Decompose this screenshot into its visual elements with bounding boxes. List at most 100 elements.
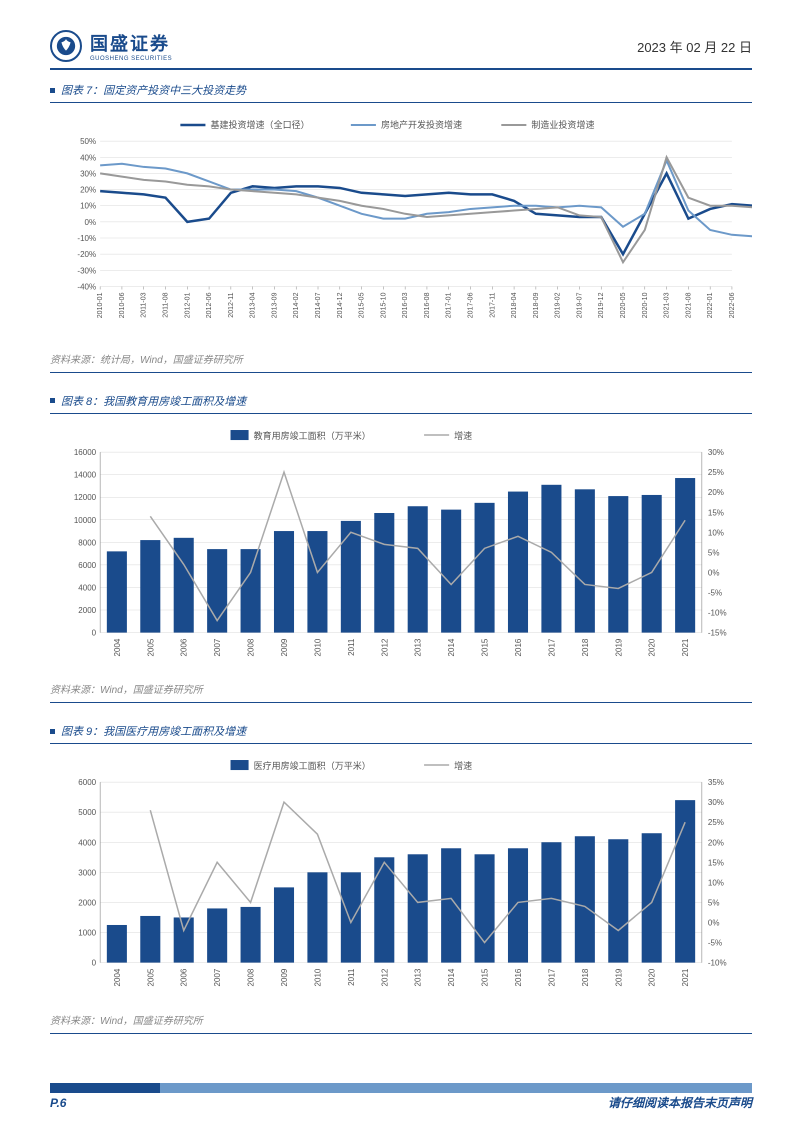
svg-text:-30%: -30% <box>77 266 96 275</box>
svg-text:2011: 2011 <box>347 638 356 656</box>
svg-text:2012-01: 2012-01 <box>184 292 191 318</box>
svg-text:2012-11: 2012-11 <box>228 292 235 317</box>
svg-text:5%: 5% <box>708 899 720 908</box>
svg-text:20%: 20% <box>708 488 724 497</box>
svg-text:2020: 2020 <box>648 968 657 986</box>
brand-logo: 国盛证券 GUOSHENG SECURITIES <box>50 30 172 62</box>
svg-text:2007: 2007 <box>213 638 222 656</box>
svg-text:50%: 50% <box>80 137 96 146</box>
svg-text:-10%: -10% <box>77 234 96 243</box>
svg-text:2009: 2009 <box>280 638 289 656</box>
svg-text:30%: 30% <box>708 799 724 808</box>
svg-text:2021-08: 2021-08 <box>685 292 692 318</box>
svg-text:2020: 2020 <box>648 638 657 656</box>
svg-text:2012: 2012 <box>380 638 389 656</box>
svg-text:20%: 20% <box>708 839 724 848</box>
svg-text:2022-01: 2022-01 <box>707 292 714 318</box>
chart-9-canvas: 0100020003000400050006000-10%-5%0%5%10%1… <box>50 752 752 1003</box>
svg-text:2021-03: 2021-03 <box>664 292 671 318</box>
svg-text:2009: 2009 <box>280 968 289 986</box>
svg-text:40%: 40% <box>80 153 96 162</box>
svg-text:2017: 2017 <box>547 968 556 986</box>
svg-text:2015: 2015 <box>481 638 490 656</box>
svg-text:10%: 10% <box>80 202 96 211</box>
svg-text:2016: 2016 <box>514 968 523 986</box>
svg-text:2005: 2005 <box>146 968 155 986</box>
svg-text:2017-11: 2017-11 <box>489 292 496 317</box>
svg-text:2010: 2010 <box>313 968 322 986</box>
footer-bar <box>50 1083 752 1093</box>
svg-text:2021: 2021 <box>681 638 690 656</box>
svg-text:2019: 2019 <box>614 638 623 656</box>
chart-8-source: 资料来源：Wind，国盛证券研究所 <box>50 681 752 696</box>
svg-text:2013-09: 2013-09 <box>271 292 278 318</box>
svg-text:2010-01: 2010-01 <box>97 292 104 318</box>
svg-text:5000: 5000 <box>78 809 96 818</box>
svg-text:10%: 10% <box>708 879 724 888</box>
svg-text:0: 0 <box>92 959 97 968</box>
svg-text:15%: 15% <box>708 508 724 517</box>
svg-text:2017-06: 2017-06 <box>468 292 475 318</box>
chart-8-block: 图表 8：我国教育用房竣工面积及增速 020004000600080001000… <box>50 393 752 704</box>
svg-text:0: 0 <box>92 628 97 637</box>
svg-text:2014-07: 2014-07 <box>315 292 322 318</box>
chart-7-title: 图表 7：固定资产投资中三大投资走势 <box>61 82 246 98</box>
svg-text:2010: 2010 <box>313 638 322 656</box>
svg-text:6000: 6000 <box>78 778 96 787</box>
svg-text:-5%: -5% <box>708 588 722 597</box>
svg-text:25%: 25% <box>708 468 724 477</box>
svg-text:3000: 3000 <box>78 869 96 878</box>
svg-text:0%: 0% <box>708 568 720 577</box>
svg-text:1000: 1000 <box>78 929 96 938</box>
svg-text:2004: 2004 <box>113 968 122 986</box>
svg-text:2008: 2008 <box>247 968 256 986</box>
svg-text:4000: 4000 <box>78 583 96 592</box>
svg-text:4000: 4000 <box>78 839 96 848</box>
svg-text:2019-07: 2019-07 <box>576 292 583 318</box>
svg-text:2004: 2004 <box>113 638 122 656</box>
svg-text:2018-04: 2018-04 <box>511 292 518 318</box>
chart-9-title: 图表 9：我国医疗用房竣工面积及增速 <box>61 723 246 739</box>
svg-text:8000: 8000 <box>78 538 96 547</box>
svg-text:2016: 2016 <box>514 638 523 656</box>
chart-7-block: 图表 7：固定资产投资中三大投资走势 -40%-30%-20%-10%0%10%… <box>50 82 752 373</box>
chart-9-source: 资料来源：Wind，国盛证券研究所 <box>50 1012 752 1027</box>
svg-text:12000: 12000 <box>74 493 97 502</box>
svg-text:2011-03: 2011-03 <box>141 292 148 317</box>
svg-text:2018: 2018 <box>581 968 590 986</box>
svg-text:30%: 30% <box>708 448 724 457</box>
svg-text:2014-02: 2014-02 <box>293 292 300 318</box>
svg-text:-40%: -40% <box>77 283 96 292</box>
page-header: 国盛证券 GUOSHENG SECURITIES 2023 年 02 月 22 … <box>50 30 752 70</box>
svg-text:增速: 增速 <box>454 430 472 441</box>
svg-text:2010-06: 2010-06 <box>119 292 126 318</box>
svg-text:2020-05: 2020-05 <box>620 292 627 318</box>
svg-text:2019: 2019 <box>614 968 623 986</box>
svg-text:2017-01: 2017-01 <box>446 292 453 318</box>
svg-text:2006: 2006 <box>180 638 189 656</box>
svg-text:2014: 2014 <box>447 638 456 656</box>
svg-text:2011-08: 2011-08 <box>163 292 170 317</box>
svg-text:教育用房竣工面积（万平米）: 教育用房竣工面积（万平米） <box>254 430 371 441</box>
svg-text:2012-06: 2012-06 <box>206 292 213 318</box>
svg-text:-15%: -15% <box>708 628 727 637</box>
svg-text:2022-06: 2022-06 <box>729 292 736 318</box>
svg-text:2007: 2007 <box>213 968 222 986</box>
svg-text:10000: 10000 <box>74 515 97 524</box>
svg-text:2014: 2014 <box>447 968 456 986</box>
svg-text:6000: 6000 <box>78 561 96 570</box>
svg-text:0%: 0% <box>85 218 97 227</box>
page-footer: P.6 请仔细阅读本报告末页声明 <box>0 1094 802 1111</box>
svg-text:房地产开发投资增速: 房地产开发投资增速 <box>381 119 462 130</box>
svg-text:2021: 2021 <box>681 968 690 986</box>
svg-text:制造业投资增速: 制造业投资增速 <box>531 119 594 130</box>
svg-text:20%: 20% <box>80 186 96 195</box>
svg-text:2019-12: 2019-12 <box>598 292 605 318</box>
svg-text:2018-09: 2018-09 <box>533 292 540 318</box>
svg-text:2016-03: 2016-03 <box>402 292 409 318</box>
svg-text:2005: 2005 <box>146 638 155 656</box>
svg-text:25%: 25% <box>708 819 724 828</box>
page-number: P.6 <box>50 1096 66 1110</box>
svg-text:2008: 2008 <box>247 638 256 656</box>
svg-text:2000: 2000 <box>78 606 96 615</box>
